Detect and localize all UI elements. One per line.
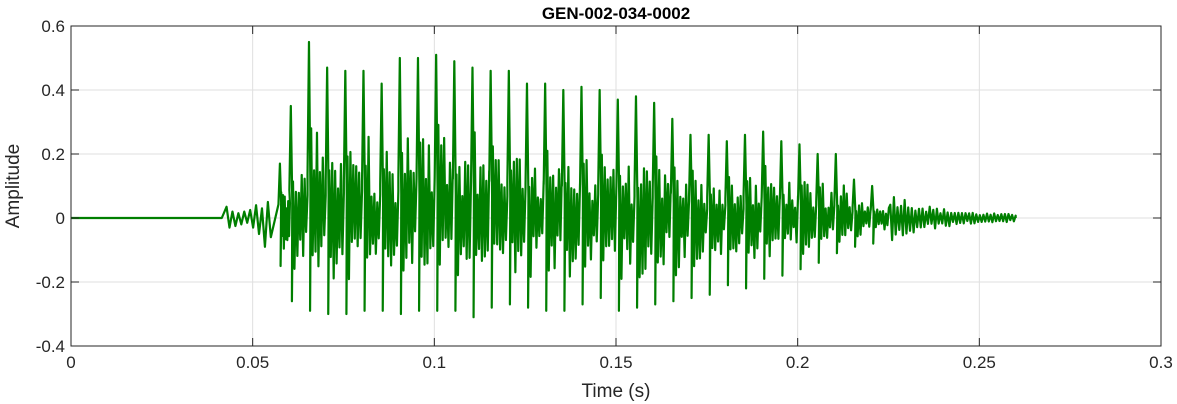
y-tick-label: 0.4 xyxy=(41,81,65,100)
series-layer xyxy=(71,40,1017,319)
x-tick-label: 0.15 xyxy=(599,353,632,372)
amplitude-series-line xyxy=(71,40,1017,319)
x-tick-label: 0.25 xyxy=(963,353,996,372)
y-tick-label: 0.2 xyxy=(41,145,65,164)
x-tick-label: 0.2 xyxy=(786,353,810,372)
y-tick-label: -0.4 xyxy=(36,337,65,356)
x-tick-label: 0.1 xyxy=(423,353,447,372)
y-tick-label: 0 xyxy=(56,209,65,228)
x-tick-label: 0 xyxy=(66,353,75,372)
y-axis-label: Amplitude xyxy=(3,144,24,229)
tick-labels: 0 0.05 0.1 0.15 0.2 0.25 0.3 -0.4 -0.2 0 0.2 0.4 0.6 xyxy=(36,17,1173,372)
x-tick-label: 0.05 xyxy=(236,353,269,372)
x-tick-label: 0.3 xyxy=(1149,353,1173,372)
y-tick-label: -0.2 xyxy=(36,273,65,292)
x-axis-label: Time (s) xyxy=(582,381,651,402)
chart-title: GEN-002-034-0002 xyxy=(542,4,690,23)
y-tick-label: 0.6 xyxy=(41,17,65,36)
